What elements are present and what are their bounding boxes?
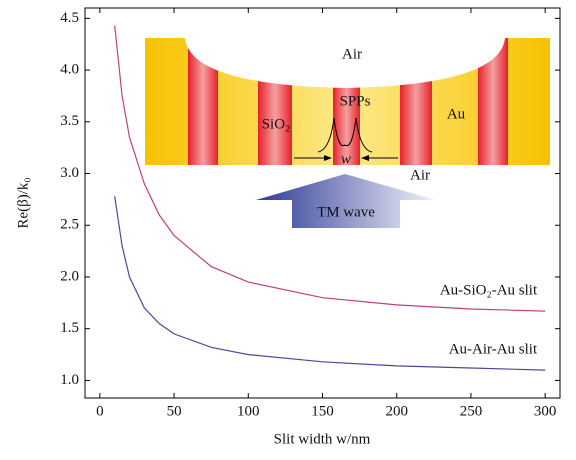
inset-label: Air — [410, 167, 430, 183]
inset-label: TM wave — [317, 204, 375, 220]
y-tick-label: 4.5 — [60, 10, 79, 26]
y-tick-label: 4.0 — [60, 62, 79, 78]
x-tick-label: 250 — [460, 403, 483, 419]
y-tick-label: 2.5 — [60, 217, 79, 233]
inset-label: w — [341, 151, 351, 167]
inset: Air SiO₂ SPPs Au w Air TM wave — [145, 38, 550, 228]
inset-label: Air — [342, 46, 362, 62]
inset-label: SPPs — [340, 93, 371, 109]
y-tick-label: 1.0 — [60, 372, 79, 388]
x-tick-label: 200 — [385, 403, 408, 419]
x-axis-label: Slit width w/nm — [274, 431, 371, 447]
y-tick-label: 2.0 — [60, 268, 79, 284]
series-label: Au-SiO₂-Au slit — [440, 283, 538, 299]
inset-label: Au — [447, 106, 466, 122]
series-label: Au-Air-Au slit — [449, 342, 538, 358]
inset-label: SiO₂ — [262, 116, 291, 132]
chart: Air SiO₂ SPPs Au w Air TM wave Slit widt… — [0, 0, 576, 455]
y-tick-label: 1.5 — [60, 320, 79, 336]
y-axis-label: Re(β)/k₀ — [15, 177, 31, 228]
x-tick-label: 300 — [534, 403, 557, 419]
x-tick-label: 100 — [237, 403, 260, 419]
x-tick-label: 50 — [167, 403, 182, 419]
x-tick-label: 150 — [311, 403, 334, 419]
y-tick-label: 3.5 — [60, 113, 79, 129]
y-tick-label: 3.0 — [60, 165, 79, 181]
x-tick-label: 0 — [96, 403, 104, 419]
